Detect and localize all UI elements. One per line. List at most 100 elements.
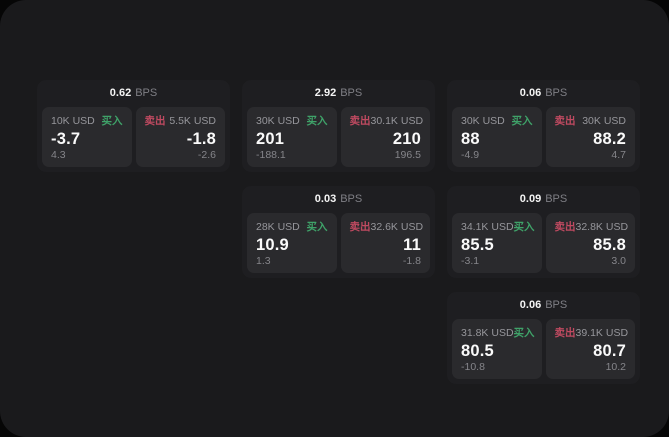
sell-quote-tile[interactable]: 卖出 32.8K USD 85.8 3.0 bbox=[545, 213, 635, 273]
buy-delta: -188.1 bbox=[256, 149, 286, 161]
quote-card: 0.03 BPS 28K USD 买入 10.9 1.3 卖出 32.6K US… bbox=[242, 186, 435, 278]
buy-delta: -4.9 bbox=[461, 149, 480, 161]
sell-delta: -1.8 bbox=[402, 255, 421, 267]
sell-quote-tile[interactable]: 卖出 30.1K USD 210 196.5 bbox=[340, 107, 430, 167]
buy-delta: -10.8 bbox=[461, 361, 485, 373]
sell-quote-tile[interactable]: 卖出 32.6K USD 11 -1.8 bbox=[340, 213, 430, 273]
buy-side-label: 买入 bbox=[306, 115, 328, 127]
cards-grid: 0.62 BPS 10K USD 买入 -3.7 4.3 卖出 5.5K USD… bbox=[37, 80, 640, 384]
sell-price: 210 bbox=[392, 130, 421, 148]
buy-delta: -3.1 bbox=[461, 255, 480, 267]
quote-card: 2.92 BPS 30K USD 买入 201 -188.1 卖出 30.1K … bbox=[242, 80, 435, 172]
quote-card: 0.62 BPS 10K USD 买入 -3.7 4.3 卖出 5.5K USD… bbox=[37, 80, 230, 172]
sell-price: 85.8 bbox=[593, 236, 626, 254]
buy-quote-tile[interactable]: 30K USD 买入 88 -4.9 bbox=[452, 107, 542, 167]
buy-price: 85.5 bbox=[461, 236, 494, 254]
sell-price: -1.8 bbox=[186, 130, 216, 148]
buy-price: -3.7 bbox=[51, 130, 81, 148]
spread-header: 0.09 BPS bbox=[447, 186, 640, 213]
buy-tile-top-row: 30K USD 买入 bbox=[256, 115, 328, 127]
buy-side-label: 买入 bbox=[101, 115, 123, 127]
sell-tile-top-row: 卖出 30.1K USD bbox=[349, 115, 424, 127]
buy-quote-tile[interactable]: 10K USD 买入 -3.7 4.3 bbox=[42, 107, 132, 167]
buy-quote-tile[interactable]: 30K USD 买入 201 -188.1 bbox=[247, 107, 337, 167]
buy-side-label: 买入 bbox=[513, 327, 535, 339]
buy-price: 10.9 bbox=[256, 236, 289, 254]
spread-header: 0.06 BPS bbox=[447, 80, 640, 107]
quote-card-body: 10K USD 买入 -3.7 4.3 卖出 5.5K USD -1.8 -2.… bbox=[37, 107, 230, 172]
sell-size: 39.1K USD bbox=[575, 327, 629, 339]
quote-card-body: 34.1K USD 买入 85.5 -3.1 卖出 32.8K USD 85.8… bbox=[447, 213, 640, 278]
sell-delta: 4.7 bbox=[611, 149, 626, 161]
sell-delta: 3.0 bbox=[611, 255, 626, 267]
sell-side-label: 卖出 bbox=[554, 115, 576, 127]
sell-side-label: 卖出 bbox=[554, 327, 576, 339]
sell-side-label: 卖出 bbox=[554, 221, 576, 233]
sell-size: 5.5K USD bbox=[169, 115, 216, 127]
buy-size: 28K USD bbox=[256, 221, 300, 233]
sell-size: 30K USD bbox=[582, 115, 626, 127]
sell-delta: 196.5 bbox=[394, 149, 421, 161]
spread-header: 0.03 BPS bbox=[242, 186, 435, 213]
sell-size: 30.1K USD bbox=[370, 115, 424, 127]
spread-value: 0.03 bbox=[314, 193, 337, 205]
spread-unit-label: BPS bbox=[545, 87, 568, 99]
sell-side-label: 卖出 bbox=[349, 115, 371, 127]
buy-quote-tile[interactable]: 31.8K USD 买入 80.5 -10.8 bbox=[452, 319, 542, 379]
spread-value: 2.92 bbox=[314, 87, 337, 99]
quote-card-body: 31.8K USD 买入 80.5 -10.8 卖出 39.1K USD 80.… bbox=[447, 319, 640, 384]
spread-unit-label: BPS bbox=[545, 193, 568, 205]
buy-size: 30K USD bbox=[256, 115, 300, 127]
quote-card: 0.06 BPS 31.8K USD 买入 80.5 -10.8 卖出 39.1… bbox=[447, 292, 640, 384]
buy-delta: 4.3 bbox=[51, 149, 66, 161]
buy-price: 201 bbox=[256, 130, 285, 148]
buy-price: 88 bbox=[461, 130, 480, 148]
quote-card: 0.06 BPS 30K USD 买入 88 -4.9 卖出 30K USD 8… bbox=[447, 80, 640, 172]
spread-unit-label: BPS bbox=[135, 87, 158, 99]
spread-value: 0.09 bbox=[519, 193, 542, 205]
spread-value: 0.06 bbox=[519, 299, 542, 311]
sell-delta: -2.6 bbox=[197, 149, 216, 161]
quote-card: 0.09 BPS 34.1K USD 买入 85.5 -3.1 卖出 32.8K… bbox=[447, 186, 640, 278]
sell-quote-tile[interactable]: 卖出 39.1K USD 80.7 10.2 bbox=[545, 319, 635, 379]
sell-side-label: 卖出 bbox=[349, 221, 371, 233]
spread-value: 0.06 bbox=[519, 87, 542, 99]
sell-price: 11 bbox=[403, 236, 421, 254]
spread-header: 0.62 BPS bbox=[37, 80, 230, 107]
buy-side-label: 买入 bbox=[306, 221, 328, 233]
sell-delta: 10.2 bbox=[605, 361, 626, 373]
sell-quote-tile[interactable]: 卖出 30K USD 88.2 4.7 bbox=[545, 107, 635, 167]
quote-card-body: 30K USD 买入 88 -4.9 卖出 30K USD 88.2 4.7 bbox=[447, 107, 640, 172]
spread-value: 0.62 bbox=[109, 87, 132, 99]
buy-price: 80.5 bbox=[461, 342, 494, 360]
spread-header: 0.06 BPS bbox=[447, 292, 640, 319]
buy-tile-top-row: 10K USD 买入 bbox=[51, 115, 123, 127]
spread-unit-label: BPS bbox=[340, 193, 363, 205]
sell-tile-top-row: 卖出 39.1K USD bbox=[554, 327, 629, 339]
sell-side-label: 卖出 bbox=[144, 115, 166, 127]
quote-card-body: 30K USD 买入 201 -188.1 卖出 30.1K USD 210 1… bbox=[242, 107, 435, 172]
sell-tile-top-row: 卖出 5.5K USD bbox=[145, 115, 217, 127]
buy-size: 31.8K USD bbox=[461, 327, 514, 339]
sell-price: 88.2 bbox=[593, 130, 626, 148]
quote-card-body: 28K USD 买入 10.9 1.3 卖出 32.6K USD 11 -1.8 bbox=[242, 213, 435, 278]
spread-unit-label: BPS bbox=[340, 87, 363, 99]
sell-tile-top-row: 卖出 32.6K USD bbox=[349, 221, 424, 233]
buy-tile-top-row: 30K USD 买入 bbox=[461, 115, 533, 127]
sell-price: 80.7 bbox=[593, 342, 626, 360]
buy-quote-tile[interactable]: 28K USD 买入 10.9 1.3 bbox=[247, 213, 337, 273]
sell-size: 32.8K USD bbox=[575, 221, 629, 233]
buy-size: 34.1K USD bbox=[461, 221, 514, 233]
sell-tile-top-row: 卖出 30K USD bbox=[555, 115, 627, 127]
buy-tile-top-row: 34.1K USD 买入 bbox=[461, 221, 535, 233]
buy-tile-top-row: 31.8K USD 买入 bbox=[461, 327, 535, 339]
buy-side-label: 买入 bbox=[511, 115, 533, 127]
sell-quote-tile[interactable]: 卖出 5.5K USD -1.8 -2.6 bbox=[135, 107, 225, 167]
buy-delta: 1.3 bbox=[256, 255, 271, 267]
buy-tile-top-row: 28K USD 买入 bbox=[256, 221, 328, 233]
buy-size: 10K USD bbox=[51, 115, 95, 127]
buy-quote-tile[interactable]: 34.1K USD 买入 85.5 -3.1 bbox=[452, 213, 542, 273]
spread-unit-label: BPS bbox=[545, 299, 568, 311]
spread-header: 2.92 BPS bbox=[242, 80, 435, 107]
